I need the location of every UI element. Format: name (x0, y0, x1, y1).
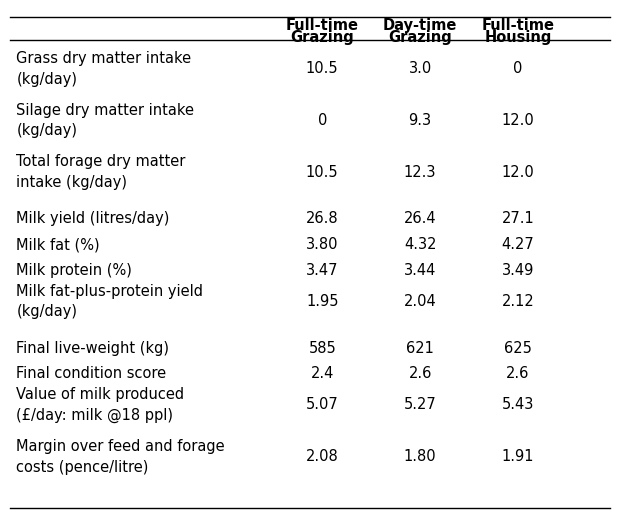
Text: 2.12: 2.12 (502, 294, 534, 309)
Text: 3.49: 3.49 (502, 263, 534, 278)
Text: 5.07: 5.07 (306, 398, 339, 413)
Text: 5.43: 5.43 (502, 398, 534, 413)
Text: (kg/day): (kg/day) (16, 72, 78, 87)
Text: Final live-weight (kg): Final live-weight (kg) (16, 340, 169, 355)
Text: 10.5: 10.5 (306, 165, 339, 180)
Text: Milk yield (litres/day): Milk yield (litres/day) (16, 211, 170, 226)
Text: 4.32: 4.32 (404, 237, 436, 252)
Text: Milk fat (%): Milk fat (%) (16, 237, 100, 252)
Text: 621: 621 (406, 340, 434, 355)
Text: Total forage dry matter: Total forage dry matter (16, 154, 186, 169)
Text: 2.6: 2.6 (507, 367, 529, 382)
Text: 2.08: 2.08 (306, 449, 339, 464)
Text: Milk protein (%): Milk protein (%) (16, 263, 132, 278)
Text: 9.3: 9.3 (409, 113, 432, 128)
Text: 12.3: 12.3 (404, 165, 436, 180)
Text: 625: 625 (504, 340, 532, 355)
Text: 2.4: 2.4 (311, 367, 334, 382)
Text: (kg/day): (kg/day) (16, 124, 78, 139)
Text: Milk fat-plus-protein yield: Milk fat-plus-protein yield (16, 284, 203, 299)
Text: 1.80: 1.80 (404, 449, 436, 464)
Text: 12.0: 12.0 (502, 165, 534, 180)
Text: 5.27: 5.27 (404, 398, 436, 413)
Text: 10.5: 10.5 (306, 61, 339, 76)
Text: intake (kg/day): intake (kg/day) (16, 175, 127, 190)
Text: 3.0: 3.0 (409, 61, 432, 76)
Text: (kg/day): (kg/day) (16, 304, 78, 319)
Text: 26.8: 26.8 (306, 211, 339, 226)
Text: Day-time: Day-time (383, 18, 458, 33)
Text: 12.0: 12.0 (502, 113, 534, 128)
Text: 1.91: 1.91 (502, 449, 534, 464)
Text: costs (pence/litre): costs (pence/litre) (16, 459, 149, 474)
Text: (£/day: milk @18 ppl): (£/day: milk @18 ppl) (16, 408, 174, 423)
Text: 0: 0 (317, 113, 327, 128)
Text: Full-time: Full-time (286, 18, 359, 33)
Text: 26.4: 26.4 (404, 211, 436, 226)
Text: 2.6: 2.6 (409, 367, 432, 382)
Text: 3.47: 3.47 (306, 263, 339, 278)
Text: Silage dry matter intake: Silage dry matter intake (16, 103, 195, 118)
Text: Final condition score: Final condition score (16, 367, 167, 382)
Text: 4.27: 4.27 (502, 237, 534, 252)
Text: 3.44: 3.44 (404, 263, 436, 278)
Text: Margin over feed and forage: Margin over feed and forage (16, 439, 225, 454)
Text: 585: 585 (308, 340, 336, 355)
Text: Value of milk produced: Value of milk produced (16, 387, 185, 402)
Text: Full-time: Full-time (482, 18, 554, 33)
Text: Housing: Housing (484, 29, 552, 45)
Text: Grass dry matter intake: Grass dry matter intake (16, 51, 192, 66)
Text: Grazing: Grazing (388, 29, 452, 45)
Text: 2.04: 2.04 (404, 294, 436, 309)
Text: 0: 0 (513, 61, 523, 76)
Text: 3.80: 3.80 (306, 237, 339, 252)
Text: 1.95: 1.95 (306, 294, 339, 309)
Text: Grazing: Grazing (290, 29, 354, 45)
Text: 27.1: 27.1 (502, 211, 534, 226)
